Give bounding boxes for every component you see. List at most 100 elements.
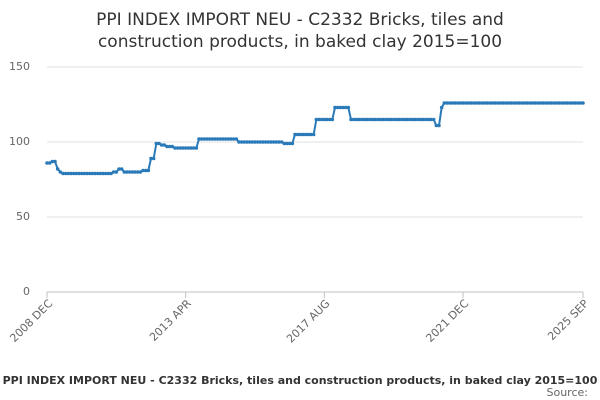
series-line [47, 102, 583, 175]
data-point [565, 101, 569, 105]
data-point [391, 117, 396, 122]
data-point [69, 171, 73, 176]
data-point [293, 132, 297, 137]
data-point [50, 159, 55, 164]
data-point [181, 146, 185, 150]
data-point [490, 101, 495, 105]
legend-label: PPI INDEX IMPORT NEU - C2332 Bricks, til… [3, 374, 598, 387]
data-point [55, 167, 60, 171]
data-point [165, 144, 169, 149]
data-point [53, 159, 57, 164]
data-point [66, 171, 71, 176]
data-point [130, 170, 135, 174]
data-point [255, 140, 260, 144]
data-point [138, 170, 143, 174]
data-point [407, 117, 412, 122]
data-point [229, 137, 233, 141]
data-point [162, 143, 167, 147]
data-point [218, 137, 223, 141]
data-point [279, 140, 284, 144]
data-point [581, 101, 585, 105]
data-point [85, 171, 89, 176]
data-point [154, 141, 159, 146]
data-point [570, 101, 575, 105]
data-point [234, 137, 239, 141]
data-point [338, 105, 343, 110]
data-point [122, 170, 127, 174]
x-tick-label: 2017 AUG [284, 297, 333, 346]
data-point [474, 101, 479, 105]
data-point [370, 117, 375, 122]
y-tick-label: 100 [9, 135, 30, 148]
data-point [202, 137, 207, 141]
data-point [133, 170, 137, 174]
data-point [309, 132, 313, 137]
data-point [82, 171, 87, 176]
data-point [191, 146, 196, 150]
data-point [413, 117, 417, 122]
x-tick-label: 2013 APR [147, 297, 194, 344]
data-point [434, 123, 439, 128]
data-point [210, 137, 215, 141]
data-point [450, 101, 455, 105]
data-point [557, 101, 561, 105]
data-point [303, 132, 308, 137]
data-point [551, 101, 556, 105]
data-point [458, 101, 463, 105]
data-point [378, 117, 383, 122]
data-point [109, 171, 113, 176]
data-point [522, 101, 527, 105]
data-point [399, 117, 404, 122]
data-point [250, 140, 255, 144]
data-point [346, 105, 351, 110]
data-point [511, 101, 516, 105]
data-point [325, 117, 329, 122]
data-point [178, 146, 183, 150]
data-point [290, 141, 295, 146]
data-point [199, 137, 204, 141]
data-point [343, 105, 348, 110]
data-point [98, 171, 103, 176]
data-point [402, 117, 407, 122]
y-tick-label: 0 [23, 285, 30, 298]
data-point [461, 101, 465, 105]
data-point [314, 117, 319, 122]
data-point [58, 170, 63, 174]
data-point [501, 101, 505, 105]
data-point [349, 117, 353, 122]
data-point [530, 101, 535, 105]
data-point [485, 101, 489, 105]
data-point [333, 105, 337, 110]
data-point [215, 137, 220, 141]
data-point [45, 161, 49, 165]
data-point [418, 117, 423, 122]
data-point [223, 137, 228, 141]
data-point [533, 101, 537, 105]
data-point [503, 101, 508, 105]
data-point [405, 117, 409, 122]
data-point [573, 101, 577, 105]
data-point [445, 101, 449, 105]
data-point [383, 117, 388, 122]
data-point [479, 101, 484, 105]
data-point [111, 170, 116, 174]
data-point [175, 146, 180, 150]
data-point [394, 117, 399, 122]
data-point [285, 141, 289, 146]
source: Source: [547, 386, 589, 399]
data-point [90, 171, 95, 176]
data-point [351, 117, 356, 122]
data-point [506, 101, 511, 105]
data-point [423, 117, 428, 122]
data-point [295, 132, 300, 137]
data-point [421, 117, 425, 122]
data-point [119, 167, 124, 171]
data-point [95, 171, 100, 176]
data-point [381, 117, 385, 122]
chart-title: construction products, in baked clay 201… [98, 32, 502, 52]
data-point [543, 101, 548, 105]
data-point [498, 101, 503, 105]
data-point [77, 171, 81, 176]
data-point [375, 117, 380, 122]
x-tick-label: 2021 DEC [423, 297, 471, 345]
